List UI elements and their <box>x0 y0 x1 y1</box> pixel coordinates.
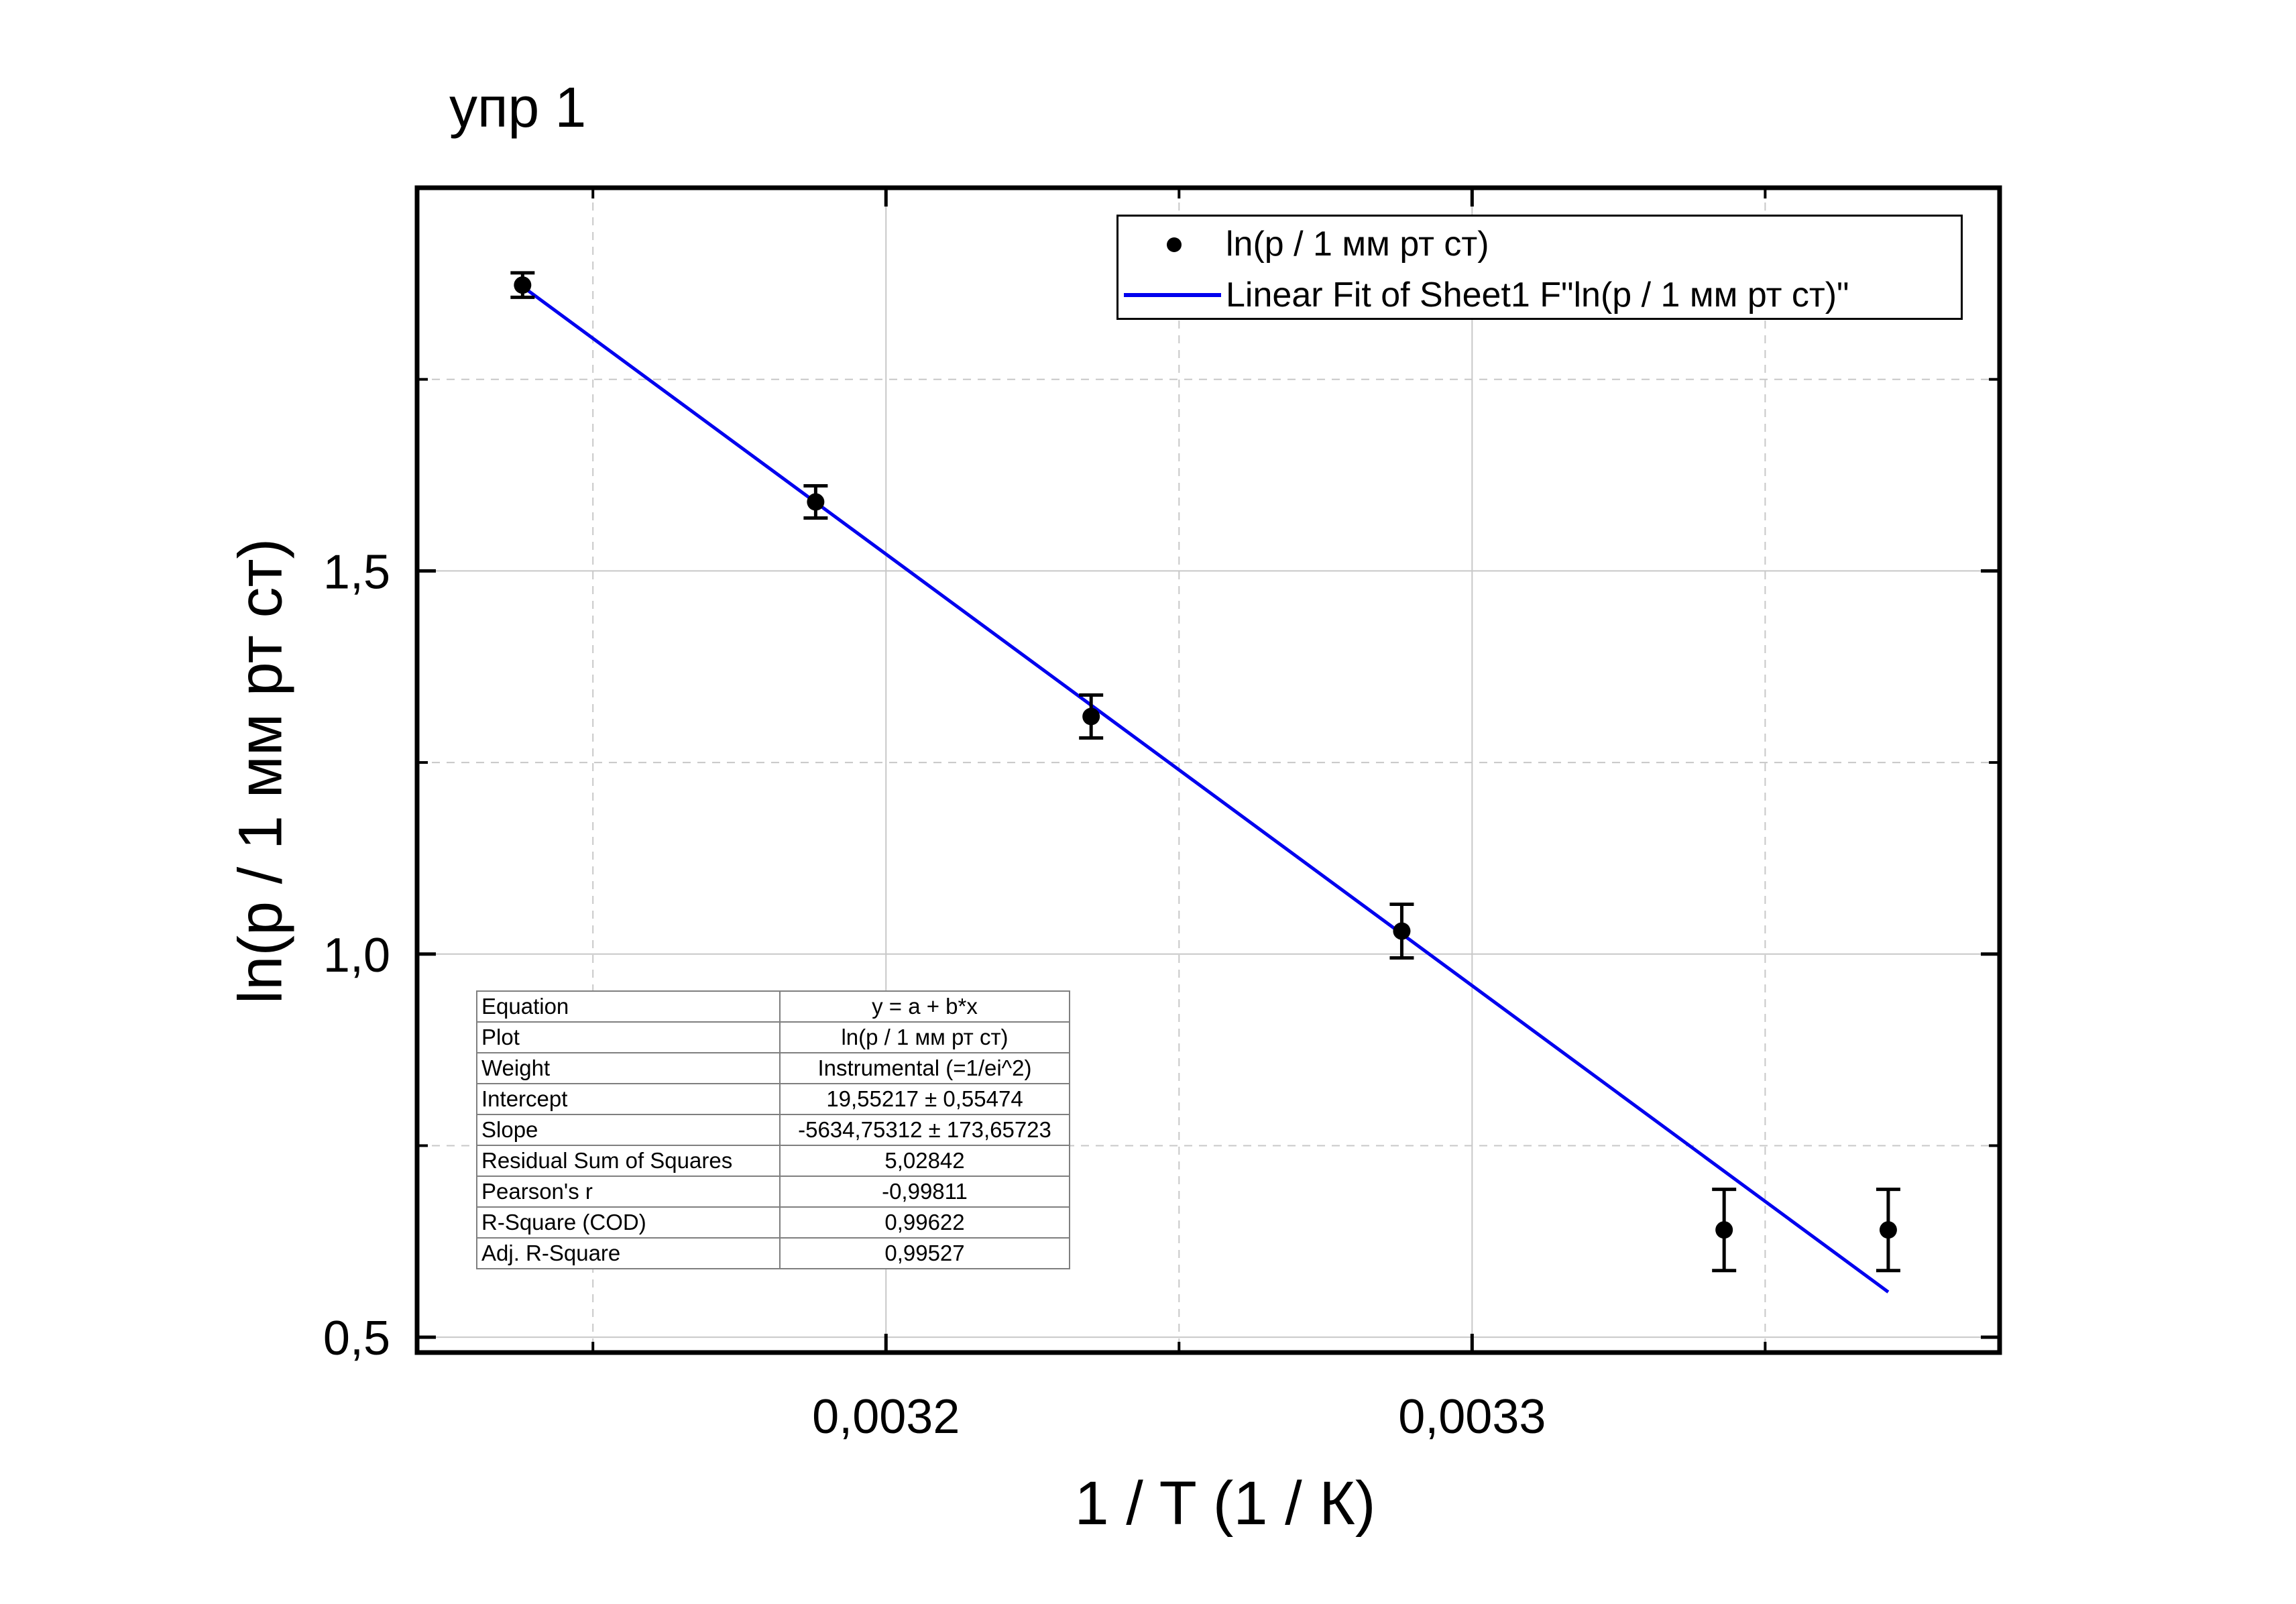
data-point-group <box>1712 1188 1737 1273</box>
data-point <box>807 493 825 511</box>
table-key: R-Square (COD) <box>476 1206 781 1239</box>
linear-fit-line <box>521 285 1890 1294</box>
table-key: Equation <box>476 990 781 1023</box>
chart-title: упр 1 <box>449 76 587 139</box>
table-value: -0,99811 <box>779 1176 1070 1208</box>
legend-item-data: ln(p / 1 мм рт ст) <box>1118 218 1489 270</box>
data-point <box>514 276 532 294</box>
legend-label-fit: Linear Fit of Sheet1 F"ln(p / 1 мм рт ст… <box>1226 276 1849 314</box>
table-row: Weight Instrumental (=1/ei^2) <box>476 1052 1070 1084</box>
x-axis-label: 1 / T (1 / К) <box>1074 1469 1376 1538</box>
data-point-group <box>510 271 535 299</box>
table-value: y = a + b*x <box>779 990 1070 1023</box>
y-tick-label: 1,5 <box>323 545 390 599</box>
y-tick-label: 1,0 <box>323 929 390 982</box>
table-value: 19,55217 ± 0,55474 <box>779 1083 1070 1115</box>
y-tick-label: 0,5 <box>323 1312 390 1365</box>
table-value: Instrumental (=1/ei^2) <box>779 1052 1070 1084</box>
plot-border <box>414 185 2002 1355</box>
table-value: 0,99527 <box>779 1237 1070 1269</box>
y-axis-label: ln(p / 1 мм рт ст) <box>226 538 295 1005</box>
table-key: Pearson's r <box>476 1176 781 1208</box>
table-row: Plot ln(p / 1 мм рт ст) <box>476 1021 1070 1053</box>
table-value: -5634,75312 ± 173,65723 <box>779 1114 1070 1146</box>
data-point <box>1879 1221 1897 1239</box>
table-key: Plot <box>476 1021 781 1053</box>
legend-label-data: ln(p / 1 мм рт ст) <box>1226 225 1489 264</box>
table-value: 5,02842 <box>779 1145 1070 1177</box>
table-row: Slope -5634,75312 ± 173,65723 <box>476 1114 1070 1146</box>
table-row: Pearson's r -0,99811 <box>476 1176 1070 1208</box>
data-point-group <box>803 484 828 520</box>
table-row: R-Square (COD) 0,99622 <box>476 1206 1070 1239</box>
legend: ln(p / 1 мм рт ст) Linear Fit of Sheet1 … <box>1116 215 1963 320</box>
legend-item-fit: Linear Fit of Sheet1 F"ln(p / 1 мм рт ст… <box>1118 269 1849 321</box>
table-row: Residual Sum of Squares 5,02842 <box>476 1145 1070 1177</box>
x-tick-label: 0,0032 <box>812 1390 960 1444</box>
fit-results-table: Equation y = a + b*x Plot ln(p / 1 мм рт с… <box>476 990 1070 1269</box>
table-value: ln(p / 1 мм рт ст) <box>779 1021 1070 1053</box>
data-point <box>1715 1221 1733 1239</box>
table-row: Intercept 19,55217 ± 0,55474 <box>476 1083 1070 1115</box>
data-point <box>1393 922 1411 940</box>
table-key: Residual Sum of Squares <box>476 1145 781 1177</box>
table-key: Slope <box>476 1114 781 1146</box>
table-value: 0,99622 <box>779 1206 1070 1239</box>
data-point-group <box>1389 902 1414 960</box>
data-point-group <box>1079 693 1104 740</box>
table-key: Intercept <box>476 1083 781 1115</box>
data-point <box>1082 707 1100 726</box>
table-key: Weight <box>476 1052 781 1084</box>
x-tick-label: 0,0033 <box>1398 1390 1546 1444</box>
legend-marker-dot <box>1118 218 1226 270</box>
data-point-group <box>1876 1188 1900 1273</box>
table-key: Adj. R-Square <box>476 1237 781 1269</box>
legend-marker-line <box>1118 269 1226 321</box>
table-row: Adj. R-Square 0,99527 <box>476 1237 1070 1269</box>
data-points-layer <box>510 271 1900 1273</box>
plot-frame <box>414 185 2002 1355</box>
table-row: Equation y = a + b*x <box>476 990 1070 1023</box>
axis-ticks: 0,0032 0,0033 0,5 1,0 1,5 <box>323 188 2000 1444</box>
fit-line-layer <box>521 285 1890 1294</box>
